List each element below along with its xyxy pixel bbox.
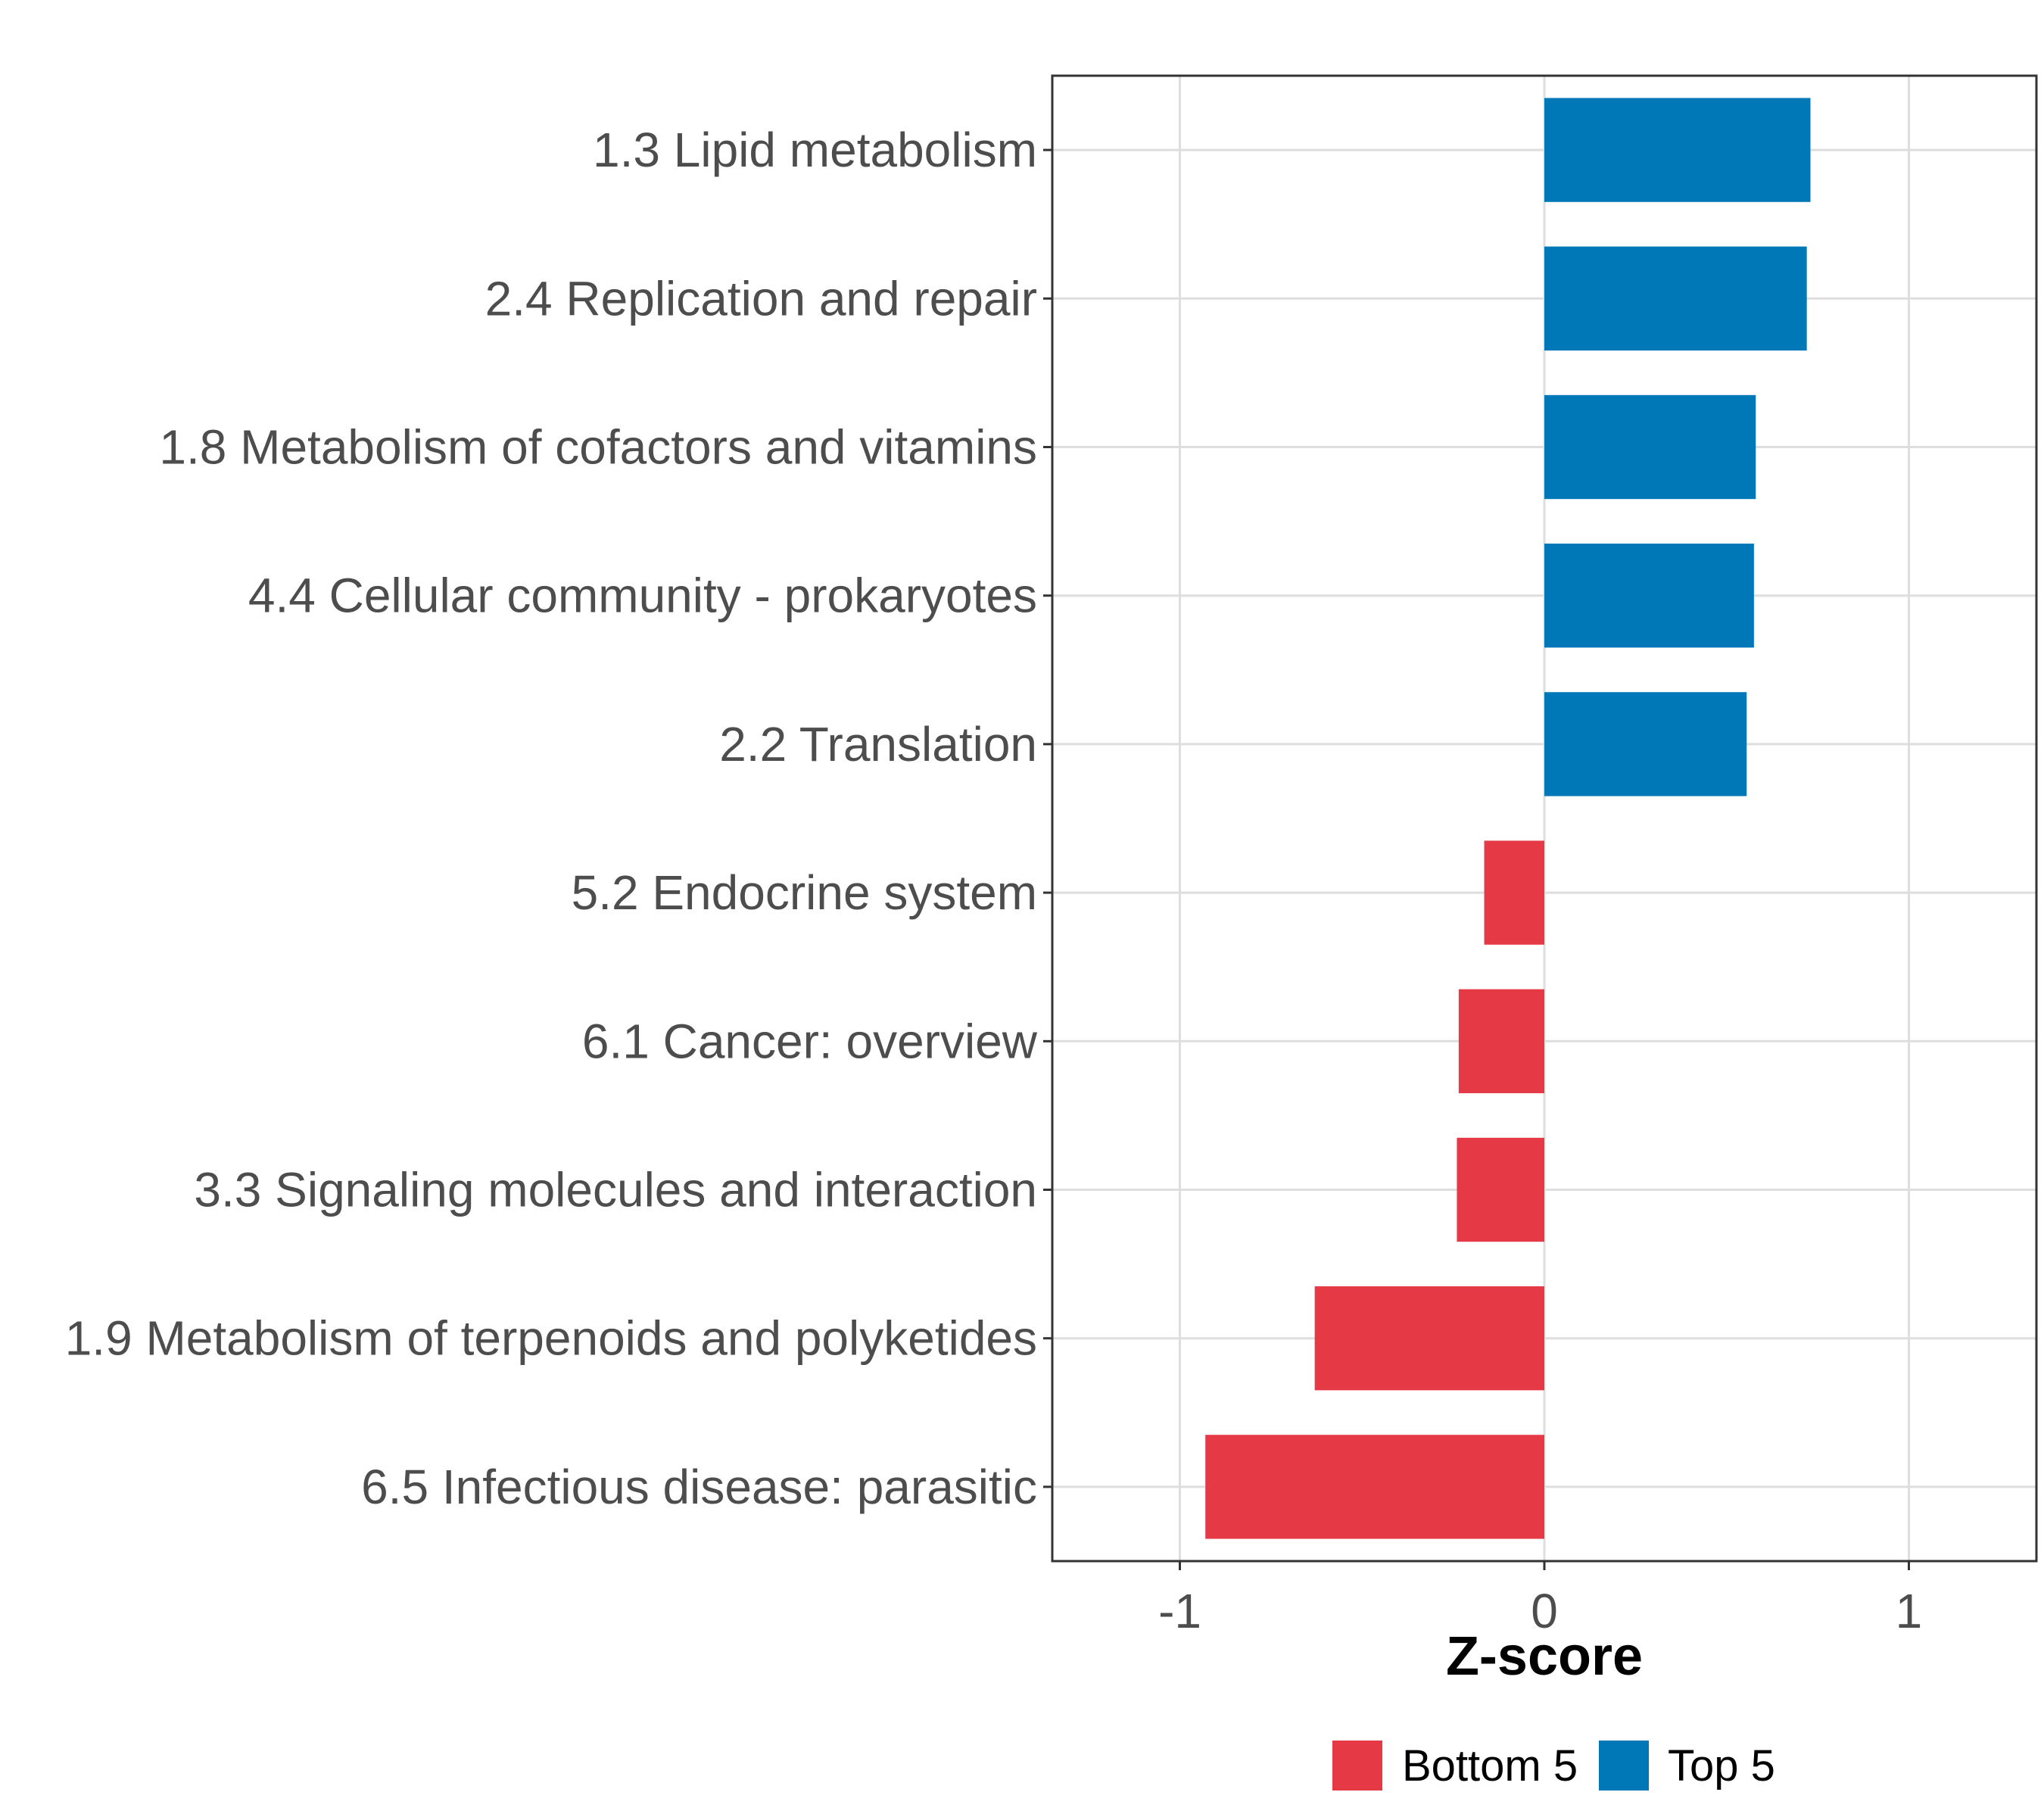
- y-tick-label: 1.8 Metabolism of cofactors and vitamins: [159, 420, 1037, 475]
- x-axis-title: Z-score: [1446, 1626, 1643, 1687]
- bars: [1205, 98, 1811, 1539]
- y-tick-label: 1.9 Metabolism of terpenoids and polyket…: [65, 1311, 1037, 1366]
- y-tick-label: 1.3 Lipid metabolism: [593, 123, 1037, 177]
- legend-label: Top 5: [1668, 1741, 1775, 1791]
- bar: [1544, 394, 1756, 500]
- legend-label: Bottom 5: [1402, 1741, 1578, 1791]
- bar: [1458, 989, 1544, 1093]
- bar: [1314, 1286, 1544, 1391]
- y-tick-label: 6.1 Cancer: overview: [582, 1014, 1038, 1068]
- bar: [1484, 840, 1544, 945]
- y-tick-label: 6.5 Infectious disease: parasitic: [361, 1460, 1037, 1514]
- legend: Bottom 5 Top 5: [1332, 1741, 1775, 1791]
- y-axis: 1.3 Lipid metabolism 2.4 Replication and …: [65, 123, 1052, 1514]
- bar: [1544, 544, 1754, 648]
- y-tick-label: 3.3 Signaling molecules and interaction: [194, 1163, 1037, 1217]
- y-tick-label: 2.2 Translation: [719, 717, 1037, 771]
- x-tick-label: 1: [1896, 1584, 1923, 1638]
- bar: [1544, 246, 1807, 351]
- y-tick-label: 5.2 Endocrine system: [572, 865, 1037, 920]
- y-tick-label: 4.4 Cellular community - prokaryotes: [248, 569, 1037, 623]
- x-tick-label: 0: [1531, 1584, 1558, 1638]
- legend-key: [1332, 1741, 1382, 1791]
- y-tick-label: 2.4 Replication and repair: [485, 271, 1037, 326]
- x-tick-label: -1: [1158, 1584, 1201, 1638]
- bar: [1544, 692, 1747, 796]
- bar: [1544, 98, 1811, 202]
- bar: [1205, 1435, 1544, 1539]
- x-axis: -1 0 1: [1158, 1561, 1922, 1638]
- bar: [1457, 1137, 1544, 1242]
- legend-key: [1599, 1741, 1649, 1791]
